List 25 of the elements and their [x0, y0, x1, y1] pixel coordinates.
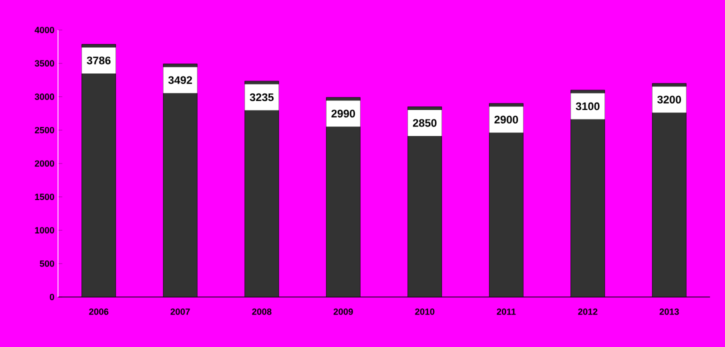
data-label: 2990 — [331, 110, 355, 118]
y-tick-label: 2500 — [34, 126, 54, 134]
y-tick-label: 2000 — [34, 160, 54, 167]
data-label: 2850 — [412, 119, 436, 127]
y-tick-label: 1500 — [35, 194, 54, 200]
data-label: 3235 — [250, 93, 274, 102]
x-tick-label: 2006 — [89, 308, 108, 315]
y-tick-label: 0 — [50, 294, 54, 300]
y-tick-label: 3500 — [34, 60, 54, 67]
data-label: 3492 — [168, 76, 192, 84]
data-label: 2900 — [494, 116, 518, 124]
x-tick-label: 2012 — [578, 308, 598, 315]
x-tick-label: 2007 — [170, 308, 190, 315]
data-label: 3200 — [657, 96, 681, 104]
x-tick-label: 2013 — [660, 308, 679, 315]
x-tick-label: 2009 — [334, 308, 353, 315]
y-tick-label: 3000 — [34, 94, 54, 100]
x-tick-label: 2011 — [496, 308, 516, 315]
x-tick-label: 2010 — [415, 308, 434, 315]
y-tick-label: 1000 — [35, 227, 54, 234]
data-label: 3100 — [576, 102, 600, 110]
y-tick-label: 500 — [40, 260, 54, 267]
x-tick-label: 2008 — [252, 308, 272, 315]
y-tick-label: 4000 — [34, 26, 54, 34]
data-label: 3786 — [86, 56, 111, 64]
